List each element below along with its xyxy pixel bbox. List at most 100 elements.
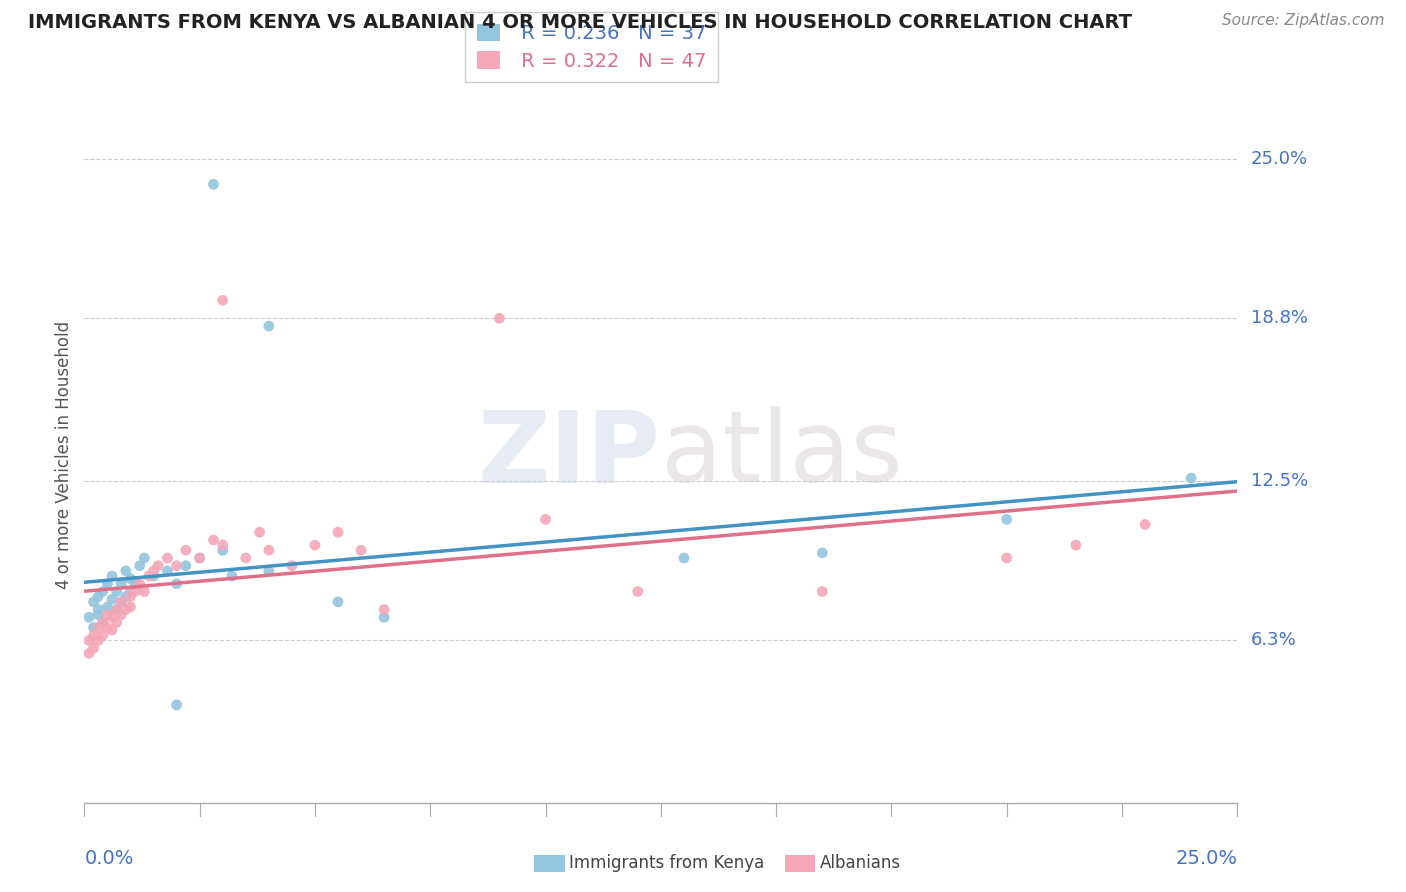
Text: 12.5%: 12.5%	[1251, 472, 1309, 490]
Point	[249, 525, 271, 540]
Point	[995, 512, 1018, 526]
Point	[83, 621, 105, 635]
Text: atlas: atlas	[661, 407, 903, 503]
Point	[91, 615, 114, 630]
Point	[120, 572, 142, 586]
Point	[115, 590, 138, 604]
Point	[77, 610, 100, 624]
Text: IMMIGRANTS FROM KENYA VS ALBANIAN 4 OR MORE VEHICLES IN HOUSEHOLD CORRELATION CH: IMMIGRANTS FROM KENYA VS ALBANIAN 4 OR M…	[28, 13, 1132, 32]
Point	[326, 525, 349, 540]
Point	[120, 599, 142, 614]
Point	[105, 584, 128, 599]
Point	[166, 698, 188, 712]
Point	[142, 564, 165, 578]
Point	[87, 607, 110, 622]
Point	[373, 602, 395, 616]
Point	[110, 607, 132, 622]
Text: Albanians: Albanians	[820, 855, 901, 872]
Point	[221, 569, 243, 583]
Point	[304, 538, 326, 552]
Point	[211, 543, 233, 558]
Point	[488, 311, 510, 326]
Text: 18.8%: 18.8%	[1251, 310, 1308, 327]
Point	[257, 319, 280, 334]
Point	[211, 538, 233, 552]
Point	[174, 543, 197, 558]
Point	[166, 576, 188, 591]
Point	[350, 543, 373, 558]
Point	[101, 623, 124, 637]
Point	[202, 533, 225, 547]
Point	[166, 558, 188, 573]
Point	[142, 569, 165, 583]
Point	[101, 592, 124, 607]
Point	[138, 569, 160, 583]
Point	[1180, 471, 1202, 485]
Point	[373, 610, 395, 624]
Point	[1133, 517, 1156, 532]
Point	[534, 512, 557, 526]
Text: 25.0%: 25.0%	[1175, 849, 1237, 868]
Text: 25.0%: 25.0%	[1251, 150, 1308, 168]
Text: ZIP: ZIP	[478, 407, 661, 503]
Point	[105, 602, 128, 616]
Point	[124, 584, 146, 599]
Point	[96, 621, 118, 635]
Legend:  R = 0.236   N = 37,  R = 0.322   N = 47: R = 0.236 N = 37, R = 0.322 N = 47	[465, 12, 718, 82]
Point	[110, 576, 132, 591]
Point	[627, 584, 650, 599]
Point	[115, 602, 138, 616]
Point	[156, 564, 179, 578]
Point	[83, 595, 105, 609]
Point	[105, 615, 128, 630]
Point	[188, 551, 211, 566]
Point	[120, 584, 142, 599]
Point	[174, 558, 197, 573]
Point	[91, 628, 114, 642]
Text: Source: ZipAtlas.com: Source: ZipAtlas.com	[1222, 13, 1385, 29]
Point	[811, 584, 834, 599]
Point	[257, 543, 280, 558]
Point	[672, 551, 695, 566]
Point	[87, 590, 110, 604]
Point	[120, 590, 142, 604]
Point	[96, 576, 118, 591]
Point	[77, 633, 100, 648]
Point	[257, 564, 280, 578]
Point	[188, 551, 211, 566]
Y-axis label: 4 or more Vehicles in Household: 4 or more Vehicles in Household	[55, 321, 73, 589]
Text: 0.0%: 0.0%	[84, 849, 134, 868]
Point	[1064, 538, 1087, 552]
Point	[96, 599, 118, 614]
Point	[83, 641, 105, 656]
Point	[281, 558, 304, 573]
Text: Immigrants from Kenya: Immigrants from Kenya	[569, 855, 765, 872]
Point	[91, 615, 114, 630]
Point	[995, 551, 1018, 566]
Point	[101, 610, 124, 624]
Point	[77, 646, 100, 660]
Point	[235, 551, 257, 566]
Point	[96, 607, 118, 622]
Point	[110, 595, 132, 609]
Point	[202, 178, 225, 192]
Point	[87, 633, 110, 648]
Point	[128, 576, 150, 591]
Point	[134, 551, 156, 566]
Point	[87, 621, 110, 635]
Point	[128, 558, 150, 573]
Point	[124, 576, 146, 591]
Text: 6.3%: 6.3%	[1251, 632, 1296, 649]
Point	[105, 602, 128, 616]
Point	[91, 584, 114, 599]
Point	[156, 551, 179, 566]
Point	[134, 584, 156, 599]
Point	[87, 602, 110, 616]
Point	[811, 546, 834, 560]
Point	[146, 558, 169, 573]
Point	[326, 595, 349, 609]
Point	[83, 628, 105, 642]
Point	[110, 595, 132, 609]
Point	[115, 564, 138, 578]
Point	[211, 293, 233, 308]
